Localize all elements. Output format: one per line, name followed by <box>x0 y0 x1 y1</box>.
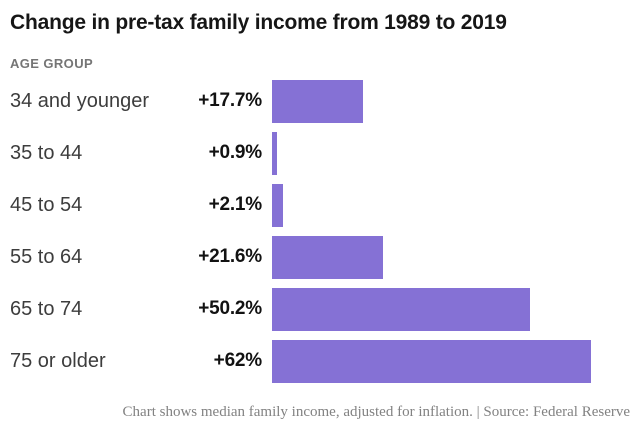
age-group-label: 65 to 74 <box>10 297 83 320</box>
bar <box>272 131 277 175</box>
chart-footnote: Chart shows median family income, adjust… <box>122 404 630 420</box>
bar-row: 65 to 74 +50.2% <box>10 283 624 335</box>
bar-track <box>272 131 591 175</box>
bar <box>272 339 591 383</box>
age-group-label: 34 and younger <box>10 89 150 112</box>
bar-track <box>272 183 591 227</box>
value-label: +0.9% <box>208 142 263 163</box>
value-label: +62% <box>213 350 263 371</box>
age-group-column-header: AGE GROUP <box>10 56 94 71</box>
bar <box>272 235 384 279</box>
age-group-label: 75 or older <box>10 349 106 372</box>
bar-row: 55 to 64 +21.6% <box>10 231 624 283</box>
bar-track <box>272 339 591 383</box>
bar-row: 45 to 54 +2.1% <box>10 179 624 231</box>
bar-rows: 34 and younger +17.7% 35 to 44 +0.9% 45 … <box>10 75 624 387</box>
bar <box>272 79 364 123</box>
bar <box>272 183 283 227</box>
value-label: +2.1% <box>208 194 263 215</box>
bar <box>272 287 531 331</box>
bar-track <box>272 235 591 279</box>
age-group-label: 55 to 64 <box>10 245 83 268</box>
bar-track <box>272 287 591 331</box>
bar-row: 35 to 44 +0.9% <box>10 127 624 179</box>
bar-track <box>272 79 591 123</box>
chart-title: Change in pre-tax family income from 198… <box>10 11 507 34</box>
bar-row: 75 or older +62% <box>10 335 624 387</box>
bar-row: 34 and younger +17.7% <box>10 75 624 127</box>
age-group-label: 35 to 44 <box>10 141 83 164</box>
value-label: +50.2% <box>198 298 262 319</box>
value-label: +21.6% <box>198 246 262 267</box>
value-label: +17.7% <box>198 90 262 111</box>
income-change-chart: Change in pre-tax family income from 198… <box>10 11 624 387</box>
age-group-label: 45 to 54 <box>10 193 83 216</box>
